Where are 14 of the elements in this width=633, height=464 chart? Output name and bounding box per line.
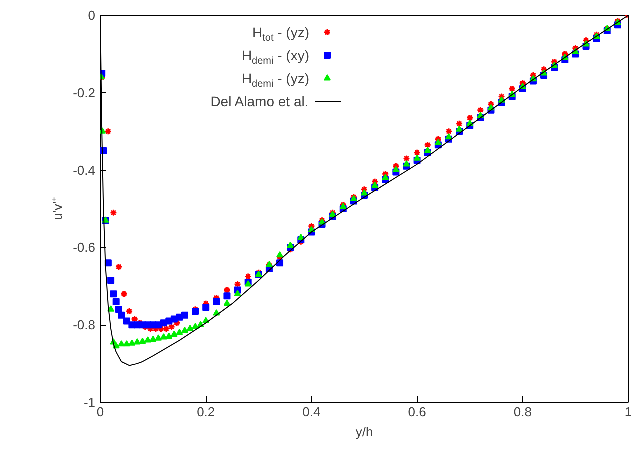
legend-label: Del Alamo et al. bbox=[210, 94, 309, 110]
x-tick-label: 1 bbox=[624, 404, 632, 420]
y-tick-label: -0.8 bbox=[73, 318, 96, 333]
x-tick-label: 0.8 bbox=[514, 404, 532, 420]
y-tick-label: -0.4 bbox=[73, 162, 96, 178]
y-axis-title: u'v'⁺ bbox=[50, 198, 66, 220]
x-tick-label: 0.4 bbox=[302, 404, 321, 420]
y-tick-label: 0 bbox=[88, 8, 96, 23]
y-tick-label: -0.6 bbox=[73, 240, 96, 256]
x-tick-label: 0.2 bbox=[197, 404, 216, 420]
y-tick-label: -0.2 bbox=[73, 85, 96, 100]
y-tick-label: -1 bbox=[84, 395, 96, 410]
x-tick-label: 0.6 bbox=[408, 404, 426, 420]
x-axis-title: y/h bbox=[356, 424, 374, 440]
